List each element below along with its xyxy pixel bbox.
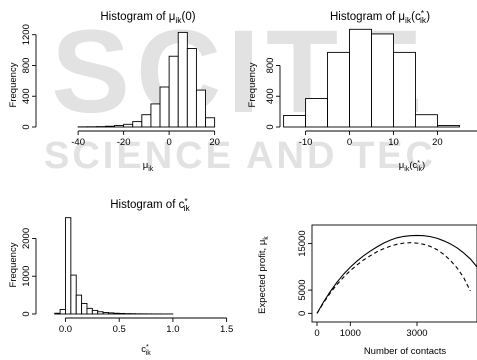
y-tick-label: 0: [21, 311, 32, 316]
panel-4: Expected profit, μk Number of contacts 0…: [257, 224, 477, 357]
y-tick-label: 15000: [297, 230, 308, 256]
plot-box: [311, 224, 477, 323]
panel-1: Histogram of μik(0) Frequency μik -40 -20…: [8, 11, 220, 173]
histogram-bar: [283, 115, 307, 128]
histogram-bar: [150, 103, 161, 128]
histogram-bar: [132, 121, 143, 128]
panel-1-ylabel: Frequency: [8, 62, 19, 107]
panel-4-ylabel: Expected profit, μk: [257, 236, 270, 314]
histogram-bar: [118, 312, 126, 315]
histogram-bar: [371, 33, 394, 128]
x-tick-label: -40: [71, 137, 85, 148]
panel-2-ylabel: Frequency: [247, 62, 258, 107]
panel-1-xlabel: μik: [143, 160, 154, 173]
histogram-bar: [75, 294, 83, 315]
panel-3-xlabel: c* ik: [141, 344, 151, 357]
watermark-line2: SCIENCE AND TEC: [44, 135, 436, 177]
x-tick-label: -10: [299, 137, 313, 148]
panel-2-xlabel: μik(c* ik): [399, 160, 425, 173]
y-tick-label: 0: [297, 311, 308, 316]
x-tick-label: 0.0: [59, 324, 72, 335]
solid-profit-line: [316, 234, 477, 314]
histogram-bar: [205, 117, 216, 128]
histogram-bar: [168, 55, 179, 128]
panel-3: Histogram of c* ik Frequency c* ik 0.0 0.5 1…: [8, 196, 233, 357]
panel-4-xlabel: Number of contacts: [364, 346, 447, 357]
x-tick-label: 1000: [340, 328, 361, 339]
histogram-bar: [65, 217, 72, 315]
panel-3-title: Histogram of c* ik: [110, 196, 190, 213]
y-tick-label: 400: [21, 88, 32, 104]
histogram-bar: [86, 307, 93, 315]
histogram-bar: [436, 125, 460, 128]
x-tick-label: 3000: [406, 328, 427, 339]
y-tick-label: 400: [265, 88, 276, 104]
histogram-bar: [195, 89, 206, 128]
y-tick-label: 1000: [21, 266, 32, 287]
y-tick-label: 0: [265, 124, 276, 129]
x-tick-label: 10: [388, 137, 399, 148]
panel-1-title: Histogram of μik(0): [100, 11, 195, 25]
histogram-bar: [123, 123, 134, 128]
histogram-bar: [102, 312, 109, 315]
histogram-bar: [91, 309, 99, 315]
histogram-bar: [349, 28, 372, 128]
x-tick-label: 0: [166, 137, 171, 148]
y-tick-label: 1200: [21, 24, 32, 45]
y-tick-label: 800: [21, 58, 32, 74]
histogram-bar: [177, 31, 188, 128]
x-tick-label: 0: [347, 137, 352, 148]
y-tick-label: 5000: [297, 280, 308, 301]
panel-3-plot: 0.0 0.5 1.0 1.5 0 1000 2000: [21, 217, 233, 335]
x-tick-label: 20: [209, 137, 220, 148]
histogram-bar: [97, 311, 104, 315]
histogram-bar: [186, 48, 197, 128]
histogram-bar: [114, 125, 125, 128]
dashed-profit-line: [316, 242, 471, 314]
x-tick-label: 1.0: [166, 324, 179, 335]
histogram-bar: [415, 114, 438, 128]
panel-2-plot: -10 0 10 20 0 400 800: [265, 28, 477, 148]
x-tick-label: 0.5: [113, 324, 126, 335]
panel-2: Histogram of μik(c* ik) Frequency μik(c* i…: [247, 8, 477, 173]
x-tick-label: 20: [432, 137, 443, 148]
histogram-bar: [54, 312, 61, 315]
panel-2-title: Histogram of μik(c* ik): [330, 8, 430, 25]
x-tick-label: 1.5: [220, 324, 233, 335]
y-tick-label: 2000: [21, 228, 32, 249]
histogram-bar: [305, 98, 329, 128]
y-tick-label: 800: [265, 58, 276, 74]
x-tick-label: 0: [314, 328, 319, 339]
histogram-bar: [159, 86, 170, 128]
histogram-bar: [70, 274, 77, 315]
histogram-bar: [393, 51, 416, 128]
x-tick-label: -20: [117, 137, 131, 148]
histogram-bar: [113, 312, 120, 315]
y-tick-label: 0: [21, 124, 32, 129]
histogram-bar: [59, 309, 66, 315]
histogram-bar: [141, 114, 152, 128]
panel-4-plot: 0 1000 3000 0 5000 15000: [297, 224, 477, 339]
histogram-bar: [104, 125, 115, 128]
histogram-bar: [81, 302, 88, 315]
panel-3-ylabel: Frequency: [8, 242, 19, 287]
histogram-bar: [327, 51, 350, 128]
histogram-bar: [108, 312, 115, 315]
